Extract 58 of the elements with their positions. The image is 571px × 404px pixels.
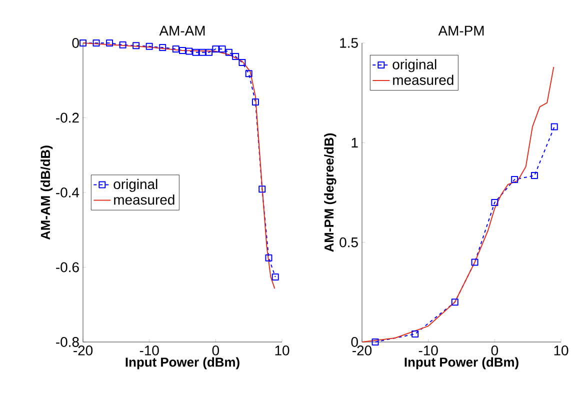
x-tick-label: 10 <box>275 346 290 356</box>
y-tick-label: 0 <box>351 337 358 347</box>
y-axis-title: AM-PM (degree/dB) <box>324 133 336 252</box>
chart-title: AM-PM <box>438 26 484 36</box>
chart-title: AM-AM <box>159 26 205 36</box>
point <box>132 42 140 50</box>
point <box>119 41 126 48</box>
point <box>198 48 206 56</box>
point <box>212 45 220 52</box>
point <box>218 45 226 52</box>
x-tick-label: -10 <box>140 346 159 356</box>
legend-label: measured <box>114 194 174 205</box>
x-axis-title: Input Power (dBm) <box>126 357 240 370</box>
point <box>106 40 114 47</box>
point <box>245 70 252 78</box>
point <box>238 58 246 66</box>
x-tick-label: 0 <box>212 346 220 356</box>
y-tick-label: 1.5 <box>340 38 358 48</box>
legend-label: measured <box>393 74 454 85</box>
x-axis-title: Input Power (dBm) <box>404 357 518 370</box>
point <box>471 258 478 266</box>
point <box>412 330 419 338</box>
point <box>258 186 266 193</box>
y-tick-label: 0 <box>72 38 79 48</box>
x-tick-label: 10 <box>554 346 568 356</box>
legend-label: original <box>392 59 436 72</box>
point <box>451 298 458 306</box>
point <box>550 123 558 130</box>
y-tick-label: -0.6 <box>56 262 79 272</box>
point <box>511 176 518 184</box>
y-tick-label: 0.5 <box>340 237 358 248</box>
y-tick-label: 1 <box>352 138 358 148</box>
y-axis-title: AM-AM (dB/dB) <box>40 146 53 240</box>
point <box>179 46 186 54</box>
point <box>372 338 379 346</box>
point <box>80 40 86 47</box>
point <box>146 42 153 50</box>
point <box>530 172 538 180</box>
point <box>172 45 180 52</box>
legend-label: original <box>114 178 158 192</box>
y-tick-label: -0.4 <box>56 188 80 198</box>
point <box>491 198 498 206</box>
x-tick-label: -10 <box>418 346 438 356</box>
point <box>232 52 240 60</box>
point <box>186 48 193 55</box>
x-tick-label: 0 <box>491 346 498 356</box>
y-tick-label: -0.8 <box>56 337 79 347</box>
point <box>192 48 200 56</box>
y-tick-label: -0.2 <box>56 112 79 123</box>
point <box>225 48 232 56</box>
point <box>159 44 166 51</box>
point <box>265 254 272 262</box>
point <box>206 48 213 56</box>
x-tick-label: -20 <box>74 346 93 356</box>
point <box>272 273 279 280</box>
point <box>252 98 259 106</box>
point <box>92 40 100 47</box>
x-tick-label: -20 <box>352 346 372 356</box>
